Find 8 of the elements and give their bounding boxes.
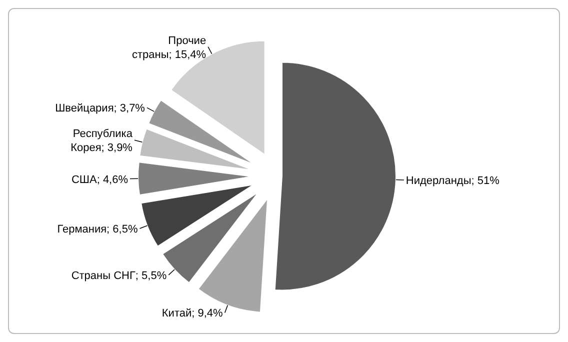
- slice-label: США; 4,6%: [71, 174, 128, 186]
- slice-label: Республика Корея; 3,9%: [70, 128, 134, 154]
- slice-label: Германия; 6,5%: [57, 223, 138, 236]
- slice-label: Швейцария; 3,7%: [55, 102, 146, 115]
- slice-label: Китай; 9,4%: [162, 308, 224, 320]
- slice-label: Прочие страны; 15,4%: [132, 34, 206, 61]
- slice-label: Страны СНГ; 5,5%: [71, 270, 167, 282]
- slice-label: Нидерланды; 51%: [406, 175, 500, 188]
